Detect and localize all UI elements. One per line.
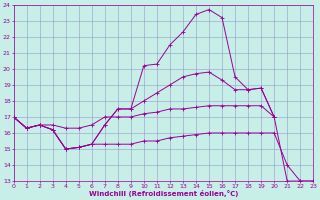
X-axis label: Windchill (Refroidissement éolien,°C): Windchill (Refroidissement éolien,°C) — [89, 190, 238, 197]
